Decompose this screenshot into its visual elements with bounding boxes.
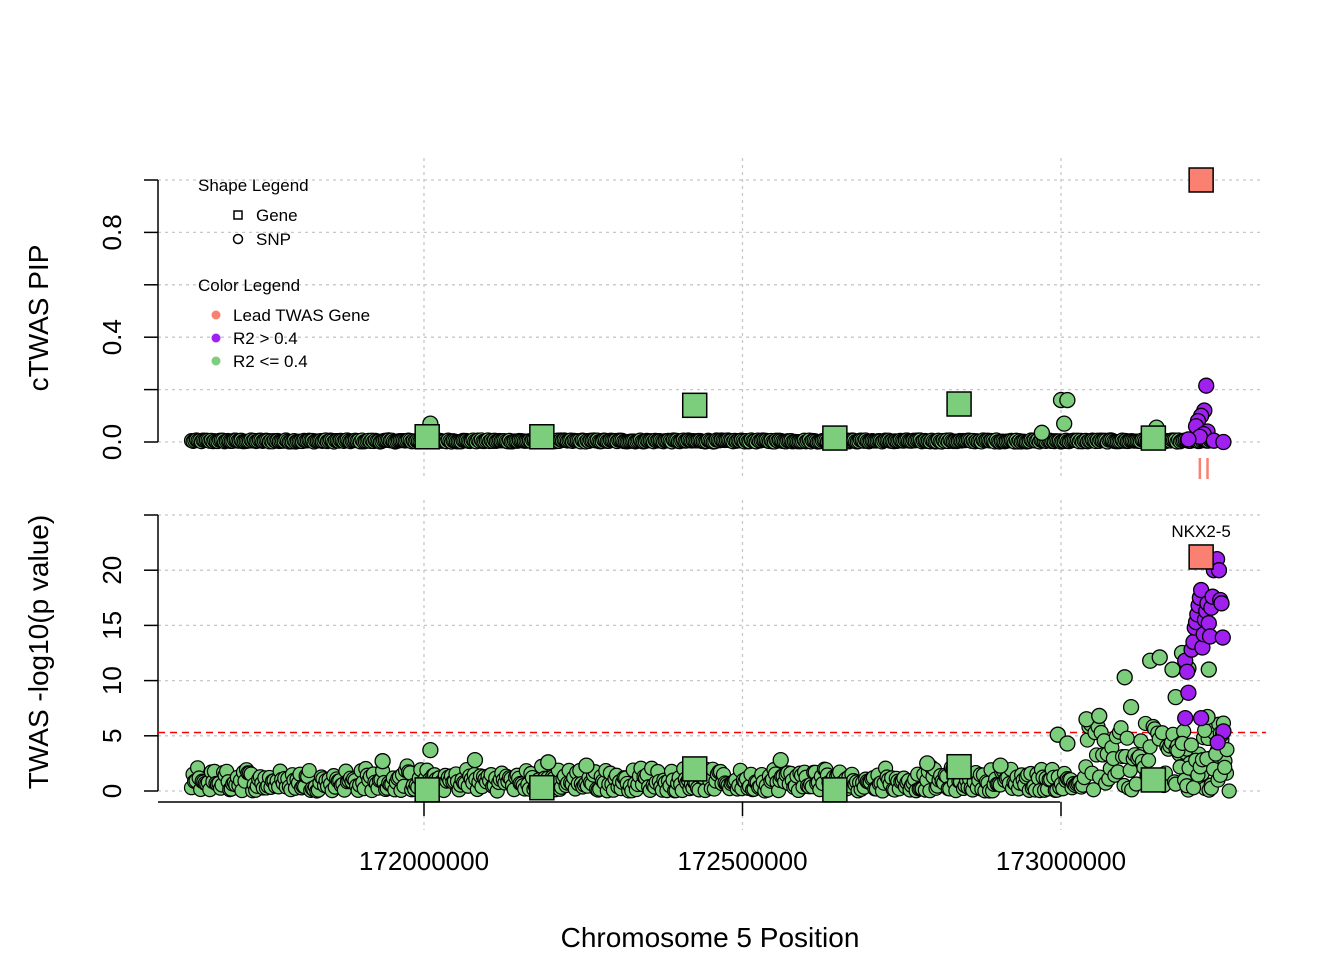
top-y-tick-label: 0.4: [97, 319, 127, 355]
legend-r2-high-dot: [211, 333, 221, 343]
bottom-background-snps: [183, 715, 1237, 799]
snp-point: [1140, 752, 1157, 769]
top-background-snps: [183, 432, 1221, 450]
lead-gene-label: NKX2-5: [1171, 522, 1231, 541]
snp-point: [1200, 661, 1217, 678]
bottom-y-axis: 0 5 10 15 20: [97, 514, 159, 798]
legend-r2-low-dot: [211, 356, 221, 366]
bottom-snp-points: [374, 551, 1232, 774]
snp-point: [578, 757, 595, 774]
legend-r2-high-label: R2 > 0.4: [233, 329, 298, 348]
top-snp-points: [422, 377, 1232, 451]
snp-point: [540, 754, 557, 771]
snp-point: [1209, 734, 1226, 751]
gene-point: [822, 425, 848, 451]
snp-point: [1056, 415, 1073, 432]
snp-point: [1192, 709, 1210, 727]
gene-point: [529, 424, 555, 450]
bottom-gene-points: [414, 544, 1214, 803]
top-y-tick-label: 0.0: [97, 424, 127, 460]
x-tick-label: 173000000: [996, 846, 1126, 876]
bottom-y-axis-label: TWAS -log10(p value): [23, 515, 54, 789]
bottom-y-tick-label: 0: [97, 784, 127, 798]
snp-point: [374, 753, 391, 770]
bottom-y-tick-label: 20: [97, 556, 127, 585]
legend-circle-icon: [232, 233, 244, 245]
gene-point: [1188, 544, 1214, 570]
x-axis: 172000000 172500000 173000000: [158, 801, 1126, 876]
snp-point: [1221, 783, 1237, 799]
legend-lead-gene-label: Lead TWAS Gene: [233, 306, 370, 325]
snp-point: [1215, 433, 1232, 451]
snp-point: [1185, 780, 1202, 796]
snp-point: [1059, 735, 1076, 752]
snp-point: [1180, 431, 1197, 448]
shape-legend-title: Shape Legend: [198, 176, 309, 195]
snp-point: [919, 755, 936, 772]
gene-point: [529, 774, 555, 801]
legend-r2-low-label: R2 <= 0.4: [233, 352, 308, 371]
legend-gene-label: Gene: [256, 206, 298, 225]
snp-point: [1217, 759, 1233, 775]
gene-point: [1140, 767, 1167, 793]
snp-point: [1151, 649, 1168, 666]
snp-point: [992, 757, 1009, 774]
gene-point: [681, 756, 708, 782]
x-tick-label: 172000000: [359, 846, 489, 876]
highlight-tick-marks: [1198, 458, 1209, 479]
snp-point: [1033, 424, 1051, 441]
gene-point: [414, 777, 440, 803]
snp-point: [1178, 663, 1196, 680]
top-y-axis: 0.0 0.4 0.8: [97, 179, 159, 460]
snp-point: [1213, 595, 1230, 612]
gene-point: [681, 392, 708, 419]
top-gene-points: [414, 167, 1214, 451]
bottom-y-tick-label: 5: [97, 729, 127, 743]
snp-point: [1180, 684, 1197, 701]
snp-point: [1116, 669, 1133, 686]
color-legend-title: Color Legend: [198, 276, 300, 295]
snp-point: [466, 751, 484, 769]
snp-point: [1122, 698, 1140, 716]
snp-point: [772, 751, 789, 769]
snp-point: [1059, 391, 1076, 409]
snp-point: [1198, 377, 1215, 394]
snp-point: [301, 762, 317, 779]
snp-point: [1164, 661, 1181, 678]
x-axis-label: Chromosome 5 Position: [561, 922, 860, 953]
legend-lead-gene-dot: [211, 310, 221, 320]
bottom-y-tick-label: 10: [97, 666, 127, 695]
snp-point: [1177, 709, 1194, 727]
gene-point: [1140, 425, 1167, 451]
legend-snp-label: SNP: [256, 230, 291, 249]
gene-point: [946, 753, 972, 780]
top-y-axis-label: cTWAS PIP: [23, 245, 54, 392]
snp-point: [1183, 737, 1199, 753]
x-tick-label: 172500000: [677, 846, 807, 876]
gene-point: [1188, 167, 1214, 193]
gene-point: [414, 424, 440, 450]
gene-point: [822, 777, 848, 803]
legend-square-icon: [233, 210, 243, 220]
snp-point: [422, 742, 439, 759]
snp-point: [1119, 730, 1135, 746]
snp-point: [1085, 782, 1102, 798]
bottom-panel-twas: 0 5 10 15 20 NKX2-5 172000000 172500000 173000…: [23, 500, 1266, 876]
gene-point: [946, 391, 972, 417]
top-y-tick-label: 0.8: [97, 214, 127, 250]
top-panel-pip: 0.0 0.4 0.8 cTWAS PIP Shape Legend Gene SN…: [23, 158, 1262, 480]
bottom-y-tick-label: 15: [97, 611, 127, 640]
snp-point: [1210, 562, 1228, 579]
snp-point: [1091, 707, 1108, 725]
legend: Shape Legend Gene SNP Color Legend Lead …: [198, 176, 370, 371]
snp-point: [1214, 629, 1231, 646]
